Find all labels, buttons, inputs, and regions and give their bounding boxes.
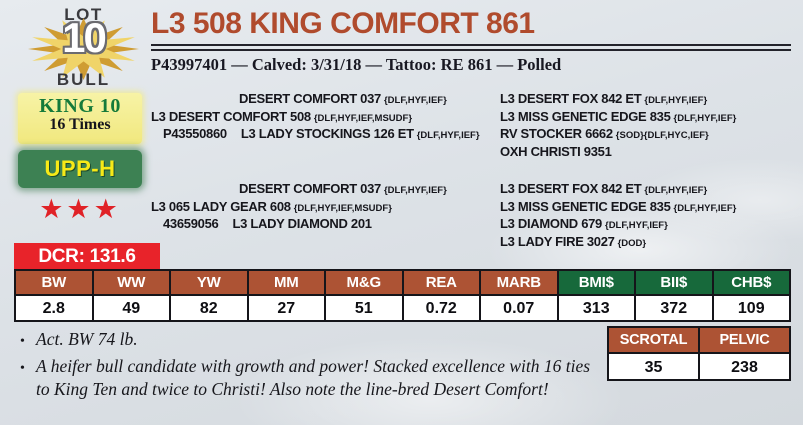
epd-value-marb: 0.07 — [479, 294, 557, 320]
epd-header-mg: M&G — [324, 271, 402, 294]
epd-value-ww: 49 — [91, 294, 169, 320]
scrotal-value: 35 — [609, 352, 698, 379]
pelvic-value: 238 — [698, 352, 789, 379]
note-item: • A heifer bull candidate with growth an… — [20, 355, 595, 402]
dam-ancestor-4: L3 LADY FIRE 3027 {DOD} — [500, 233, 647, 249]
dam-ancestor-2: L3 MISS GENETIC EDGE 835 {DLF,HYF,IEF} — [500, 198, 737, 214]
epd-value-chb: 109 — [711, 294, 789, 320]
epd-table: BW WW YW MM M&G REA MARB BMI$ BII$ CHB$ … — [14, 269, 791, 322]
sire-ancestor-1: L3 DESERT FOX 842 ET {DLF,HYF,IEF} — [500, 91, 708, 106]
epd-value-mm: 27 — [246, 294, 324, 320]
sire-reg: P43550860 — [163, 126, 227, 142]
lot-number: 10 — [62, 14, 107, 61]
sire-grandsire: DESERT COMFORT 037 {DLF,HYF,IEF} — [239, 91, 447, 106]
king-ten-label: KING 10 — [39, 95, 121, 117]
bullet-icon: • — [20, 360, 25, 376]
measurements-header: SCROTAL PELVIC — [609, 328, 789, 352]
dam-reg-granddam: 43659056 L3 LADY DIAMOND 201 — [163, 216, 372, 232]
note-text: A heifer bull candidate with growth and … — [36, 355, 591, 400]
epd-value-bmi: 313 — [556, 294, 634, 320]
lot-type: BULL — [56, 70, 111, 89]
registration-line: P43997401 — Calved: 3/31/18 — Tattoo: RE… — [151, 55, 562, 74]
dcr-badge: DCR: 131.6 — [14, 243, 160, 270]
dam-grandsire: DESERT COMFORT 037 {DLF,HYF,IEF} — [239, 181, 447, 196]
epd-header-chb: CHB$ — [711, 271, 789, 294]
sire-ancestor-2: L3 MISS GENETIC EDGE 835 {DLF,HYF,IEF} — [500, 108, 737, 124]
epd-header-yw: YW — [169, 271, 247, 294]
pelvic-header: PELVIC — [698, 328, 789, 352]
epd-table-header: BW WW YW MM M&G REA MARB BMI$ BII$ CHB$ — [16, 271, 789, 294]
page-title: L3 508 KING COMFORT 861 — [151, 7, 535, 40]
notes-list: • Act. BW 74 lb. • A heifer bull candida… — [20, 328, 595, 403]
sire-ancestor-4: OXH CHRISTI 9351 — [500, 143, 612, 159]
dam-ancestor-1: L3 DESERT FOX 842 ET {DLF,HYF,IEF} — [500, 181, 708, 196]
king-ten-badge: KING 10 16 Times — [18, 93, 142, 144]
sire-name: L3 DESERT COMFORT 508 {DLF,HYF,IEF,MSUDF} — [151, 108, 413, 124]
dam-name: L3 065 LADY GEAR 608 {DLF,HYF,IEF,MSUDF} — [151, 198, 392, 214]
sire-reg-granddam: P43550860 L3 LADY STOCKINGS 126 ET {DLF,HY… — [163, 126, 480, 142]
epd-value-mg: 51 — [324, 294, 402, 320]
epd-value-bw: 2.8 — [16, 294, 92, 320]
epd-header-bii: BII$ — [634, 271, 712, 294]
epd-header-bw: BW — [16, 271, 92, 294]
measurements-values: 35 238 — [609, 352, 789, 379]
epd-value-bii: 372 — [634, 294, 712, 320]
star-rating-icon: ★★★ — [39, 194, 121, 224]
epd-value-yw: 82 — [169, 294, 247, 320]
measurements-table: SCROTAL PELVIC 35 238 — [607, 326, 791, 381]
dam-reg: 43659056 — [163, 216, 219, 232]
epd-header-bmi: BMI$ — [556, 271, 634, 294]
bullet-icon: • — [20, 334, 25, 349]
epd-header-ww: WW — [91, 271, 169, 294]
sire-ancestor-3: RV STOCKER 6662 {SOD}{DLF,HYC,IEF} — [500, 126, 709, 142]
dam-ancestor-3: L3 DIAMOND 679 {DLF,HYF,IEF} — [500, 216, 668, 232]
epd-header-mm: MM — [246, 271, 324, 294]
epd-table-values: 2.8 49 82 27 51 0.72 0.07 313 372 109 — [16, 294, 789, 320]
note-item: • Act. BW 74 lb. — [20, 328, 595, 354]
lot-badge: LOT 10 BULL — [26, 2, 141, 92]
epd-header-marb: MARB — [479, 271, 557, 294]
king-ten-count: 16 Times — [49, 116, 111, 133]
title-divider — [151, 44, 791, 51]
scrotal-header: SCROTAL — [609, 328, 698, 352]
starburst-icon — [28, 18, 139, 80]
lot-label: LOT — [64, 5, 103, 24]
epd-header-rea: REA — [401, 271, 479, 294]
upp-h-badge: UPP-H — [18, 150, 142, 188]
epd-value-rea: 0.72 — [401, 294, 479, 320]
note-text: Act. BW 74 lb. — [36, 329, 138, 349]
